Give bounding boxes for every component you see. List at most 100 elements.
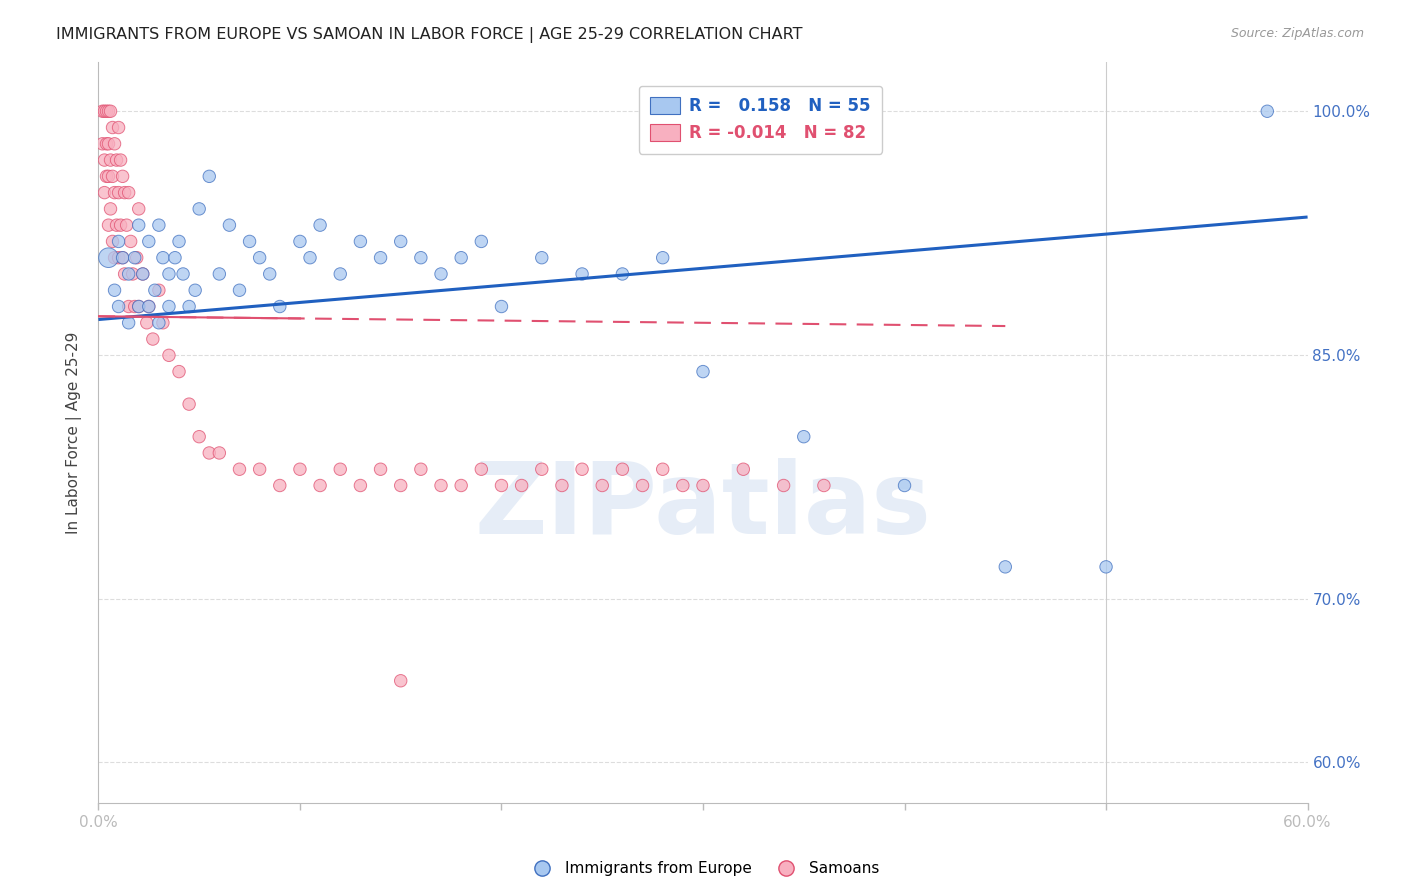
Point [118,267,141,281]
Point [309,218,332,232]
Point [299,251,322,265]
Point [132,267,155,281]
Point [651,251,673,265]
Point [389,235,412,249]
Point [100,202,122,216]
Point [128,300,150,314]
Point [349,235,371,249]
Point [100,104,122,119]
Point [103,283,125,297]
Point [430,267,453,281]
Point [793,430,815,444]
Point [349,478,371,492]
Point [103,136,125,151]
Point [118,316,141,330]
Point [491,300,513,314]
Point [470,235,492,249]
Point [893,478,915,492]
Point [115,218,138,232]
Text: ZIPatlas: ZIPatlas [475,458,931,555]
Point [96,169,118,184]
Point [591,478,613,492]
Point [107,120,129,135]
Point [142,332,165,346]
Point [120,235,142,249]
Point [370,462,392,476]
Point [152,316,174,330]
Point [128,300,150,314]
Point [198,169,221,184]
Point [813,478,835,492]
Point [389,478,412,492]
Point [389,673,412,688]
Point [370,251,392,265]
Point [163,251,186,265]
Point [107,251,129,265]
Point [510,478,533,492]
Point [124,251,146,265]
Point [125,251,148,265]
Point [101,169,124,184]
Point [157,348,180,362]
Point [93,186,115,200]
Point [93,104,115,119]
Text: Source: ZipAtlas.com: Source: ZipAtlas.com [1230,27,1364,40]
Point [111,251,134,265]
Point [329,462,352,476]
Point [1256,104,1278,119]
Point [470,462,492,476]
Point [124,300,146,314]
Point [97,169,120,184]
Point [107,186,129,200]
Point [101,235,124,249]
Point [97,104,120,119]
Point [218,218,240,232]
Point [110,153,132,167]
Text: IMMIGRANTS FROM EUROPE VS SAMOAN IN LABOR FORCE | AGE 25-29 CORRELATION CHART: IMMIGRANTS FROM EUROPE VS SAMOAN IN LABO… [56,27,803,43]
Point [103,186,125,200]
Point [114,186,136,200]
Point [105,218,128,232]
Point [121,267,143,281]
Point [110,218,132,232]
Point [631,478,654,492]
Point [228,462,250,476]
Y-axis label: In Labor Force | Age 25-29: In Labor Force | Age 25-29 [66,332,83,533]
Point [148,316,170,330]
Point [239,235,262,249]
Point [148,218,170,232]
Point [93,153,115,167]
Point [107,235,129,249]
Point [288,235,311,249]
Point [138,300,160,314]
Point [91,104,114,119]
Point [450,478,472,492]
Point [138,235,160,249]
Point [692,478,714,492]
Point [409,462,432,476]
Point [179,300,201,314]
Point [208,446,231,460]
Point [111,251,134,265]
Point [430,478,453,492]
Point [259,267,281,281]
Point [91,136,114,151]
Point [128,202,150,216]
Point [772,478,794,492]
Point [128,218,150,232]
Point [612,462,634,476]
Point [208,267,231,281]
Point [148,283,170,297]
Point [172,267,194,281]
Point [103,251,125,265]
Point [309,478,332,492]
Point [118,186,141,200]
Point [269,478,291,492]
Point [179,397,201,411]
Point [249,462,271,476]
Point [114,267,136,281]
Point [571,267,593,281]
Point [167,235,190,249]
Point [100,153,122,167]
Point [1095,559,1118,574]
